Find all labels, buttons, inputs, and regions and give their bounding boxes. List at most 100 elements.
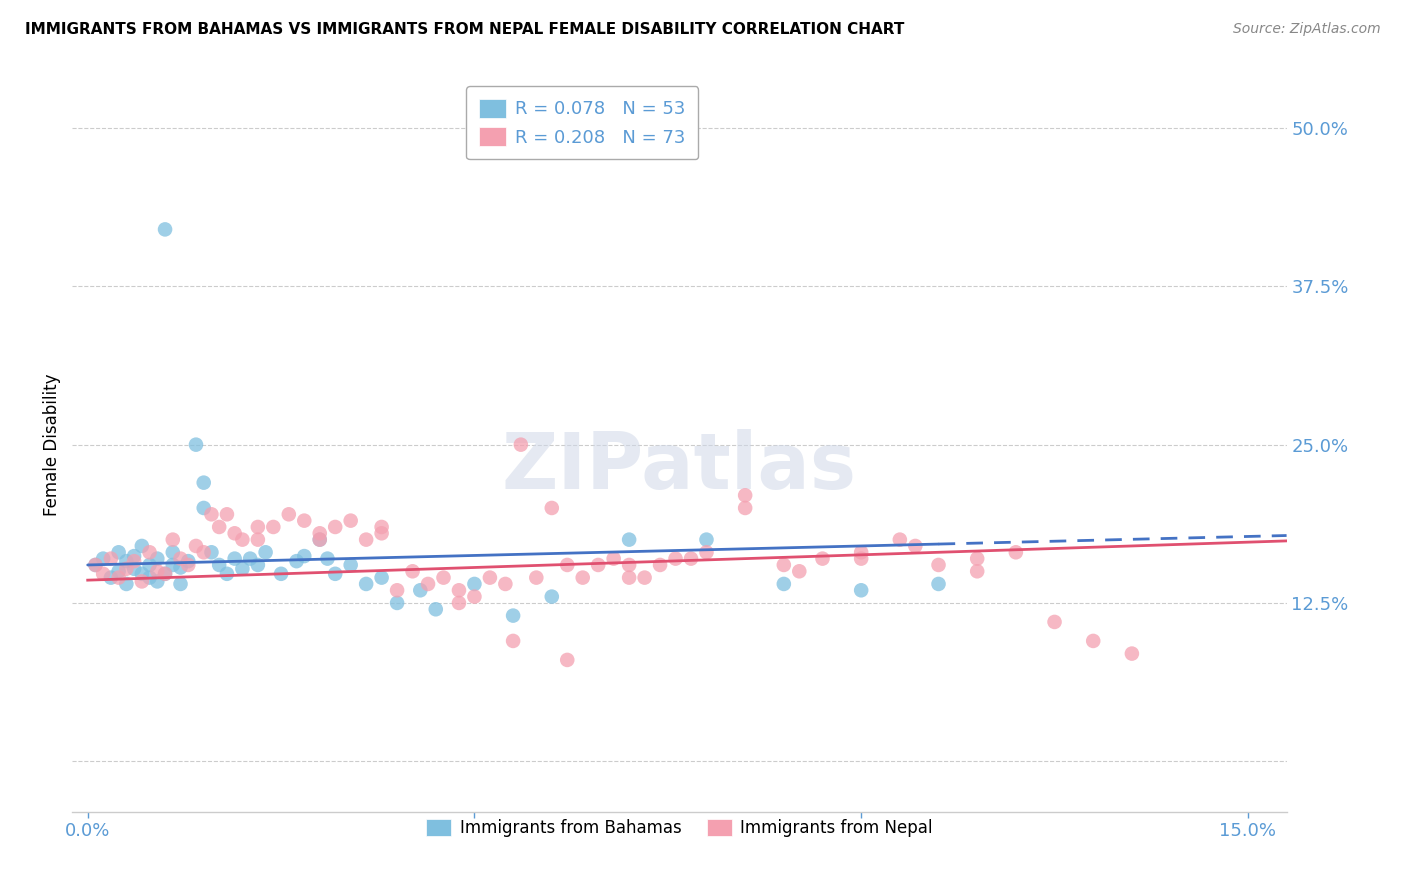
Point xyxy=(1121,647,1143,661)
Point xyxy=(292,514,315,528)
Point xyxy=(169,560,191,574)
Point xyxy=(169,577,191,591)
Point xyxy=(416,577,439,591)
Point xyxy=(571,571,593,585)
Point xyxy=(231,562,253,576)
Point xyxy=(586,558,609,572)
Point xyxy=(648,558,671,572)
Point xyxy=(339,514,361,528)
Point xyxy=(695,533,717,547)
Point xyxy=(849,583,872,598)
Point xyxy=(540,590,562,604)
Point xyxy=(262,520,284,534)
Point xyxy=(84,558,107,572)
Point xyxy=(811,551,834,566)
Legend: Immigrants from Bahamas, Immigrants from Nepal: Immigrants from Bahamas, Immigrants from… xyxy=(420,813,939,844)
Point xyxy=(308,526,330,541)
Point xyxy=(849,551,872,566)
Point xyxy=(208,558,231,572)
Point xyxy=(463,577,485,591)
Point xyxy=(200,545,222,559)
Text: ZIPatlas: ZIPatlas xyxy=(502,429,856,505)
Point xyxy=(292,549,315,563)
Point xyxy=(323,566,346,581)
Point xyxy=(122,554,145,568)
Point xyxy=(928,577,950,591)
Point xyxy=(153,566,176,581)
Point xyxy=(277,508,299,522)
Point xyxy=(285,554,308,568)
Point xyxy=(772,558,794,572)
Point xyxy=(131,539,153,553)
Point xyxy=(100,571,122,585)
Point xyxy=(339,558,361,572)
Point xyxy=(555,653,578,667)
Point xyxy=(617,533,640,547)
Point xyxy=(224,551,246,566)
Point xyxy=(115,577,138,591)
Point xyxy=(555,558,578,572)
Point xyxy=(664,551,686,566)
Point xyxy=(447,596,470,610)
Point xyxy=(494,577,516,591)
Point xyxy=(889,533,911,547)
Point xyxy=(904,539,927,553)
Point xyxy=(633,571,655,585)
Point xyxy=(354,577,377,591)
Text: IMMIGRANTS FROM BAHAMAS VS IMMIGRANTS FROM NEPAL FEMALE DISABILITY CORRELATION C: IMMIGRANTS FROM BAHAMAS VS IMMIGRANTS FR… xyxy=(25,22,904,37)
Point xyxy=(385,583,408,598)
Point xyxy=(122,562,145,576)
Point xyxy=(200,508,222,522)
Point xyxy=(91,551,114,566)
Point xyxy=(184,437,207,451)
Point xyxy=(115,554,138,568)
Text: Source: ZipAtlas.com: Source: ZipAtlas.com xyxy=(1233,22,1381,37)
Point xyxy=(1005,545,1028,559)
Point xyxy=(370,571,392,585)
Point xyxy=(193,500,215,515)
Point xyxy=(184,539,207,553)
Point xyxy=(966,551,988,566)
Point xyxy=(169,551,191,566)
Point xyxy=(131,574,153,589)
Point xyxy=(1083,634,1105,648)
Y-axis label: Female Disability: Female Disability xyxy=(44,374,60,516)
Point xyxy=(224,526,246,541)
Point xyxy=(122,549,145,563)
Point xyxy=(208,520,231,534)
Point xyxy=(524,571,547,585)
Point xyxy=(509,437,531,451)
Point xyxy=(308,533,330,547)
Point xyxy=(146,574,169,589)
Point xyxy=(146,551,169,566)
Point xyxy=(100,551,122,566)
Point xyxy=(734,500,756,515)
Point xyxy=(734,488,756,502)
Point xyxy=(246,558,269,572)
Point xyxy=(254,545,277,559)
Point xyxy=(239,551,262,566)
Point xyxy=(215,508,238,522)
Point xyxy=(231,533,253,547)
Point xyxy=(370,520,392,534)
Point xyxy=(370,526,392,541)
Point xyxy=(602,551,624,566)
Point xyxy=(316,551,339,566)
Point xyxy=(617,571,640,585)
Point xyxy=(162,533,184,547)
Point xyxy=(107,571,129,585)
Point xyxy=(193,475,215,490)
Point xyxy=(966,564,988,578)
Point xyxy=(502,608,524,623)
Point xyxy=(695,545,717,559)
Point xyxy=(193,545,215,559)
Point xyxy=(246,520,269,534)
Point xyxy=(162,558,184,572)
Point xyxy=(153,566,176,581)
Point xyxy=(617,558,640,572)
Point xyxy=(131,566,153,581)
Point xyxy=(463,590,485,604)
Point xyxy=(502,634,524,648)
Point xyxy=(478,571,501,585)
Point xyxy=(447,583,470,598)
